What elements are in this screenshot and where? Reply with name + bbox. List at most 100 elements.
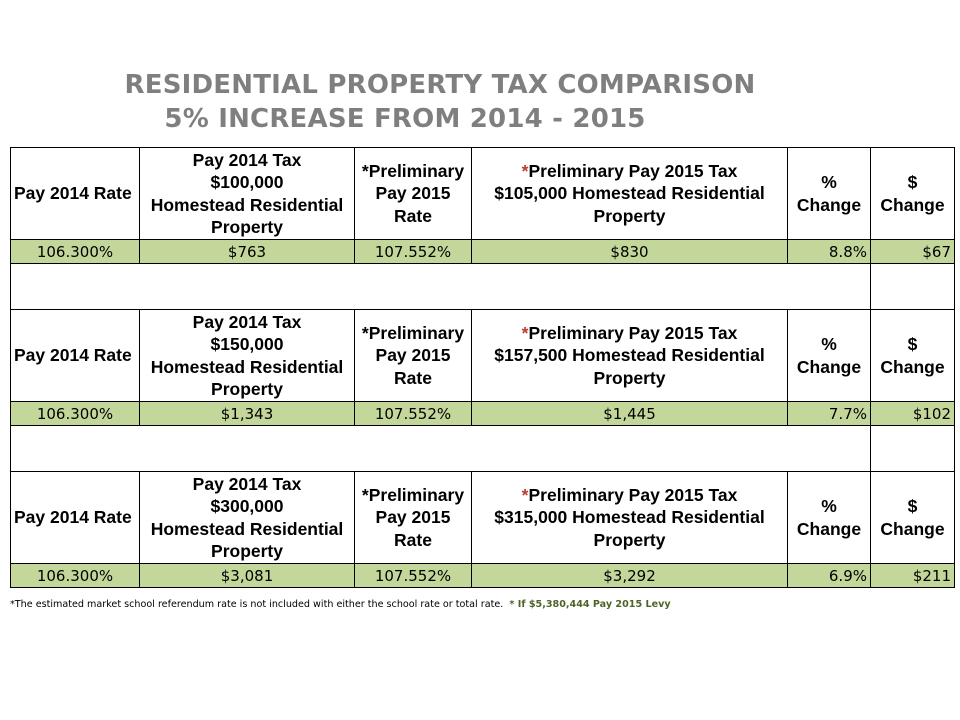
header-line: Pay 2015 <box>375 507 451 528</box>
header-line: *Preliminary Pay 2015 Tax <box>475 160 784 183</box>
header-line: Rate <box>394 205 432 226</box>
header-line-text: Preliminary Pay 2015 Tax <box>528 322 738 343</box>
header-line: Change <box>796 194 862 215</box>
header-dollar-change: $ Change <box>870 471 955 564</box>
header-pay-2014-tax: Pay 2014 Tax $100,000 Homestead Residentia… <box>139 147 355 240</box>
value-pay-2014-rate: 106.300% <box>10 563 140 588</box>
header-line: Pay 2015 <box>375 345 451 366</box>
header-line: $100,000 <box>210 172 284 192</box>
header-line: $ <box>907 334 918 354</box>
header-label: Pay 2014 Rate <box>14 183 132 204</box>
value-row: 106.300% $3,081 107.552% $3,292 6.9% $21… <box>10 563 955 588</box>
value-preliminary-tax: $1,445 <box>471 401 788 426</box>
header-line-text: $105,000 Homestead Residential <box>494 183 765 204</box>
value-pay-2014-rate: 106.300% <box>10 401 140 426</box>
asterisk-mark: * <box>521 322 529 343</box>
header-line: Property <box>475 529 784 552</box>
value-preliminary-tax: $3,292 <box>471 563 788 588</box>
header-line: *Preliminary <box>361 322 465 343</box>
asterisk-mark: * <box>521 160 529 181</box>
header-line: % <box>821 334 837 354</box>
header-line: Pay 2014 Tax <box>192 311 302 332</box>
spacer-cell <box>870 263 955 310</box>
header-line-text: Property <box>593 529 666 550</box>
value-row: 106.300% $763 107.552% $830 8.8% $67 <box>10 239 955 264</box>
value-preliminary-rate: 107.552% <box>354 563 472 588</box>
header-line: Property <box>211 217 283 237</box>
header-line: Property <box>475 205 784 228</box>
header-line: $ <box>907 496 918 516</box>
header-line: Homestead Residential <box>150 518 344 539</box>
header-preliminary-tax: *Preliminary Pay 2015 Tax $157,500 Homest… <box>471 309 788 402</box>
header-preliminary-rate: *Preliminary Pay 2015 Rate <box>354 147 472 240</box>
header-percent-change: % Change <box>787 147 871 240</box>
header-line: Pay 2015 <box>375 183 451 204</box>
header-line: Property <box>211 541 283 561</box>
value-preliminary-tax: $830 <box>471 239 788 264</box>
value-dollar-change: $211 <box>870 563 955 588</box>
header-line: *Preliminary <box>361 484 465 505</box>
header-line: Change <box>796 518 862 539</box>
header-label: Pay 2014 Rate <box>14 507 132 528</box>
value-preliminary-rate: 107.552% <box>354 239 472 264</box>
header-line: $ <box>907 172 918 192</box>
page-title-line-1: RESIDENTIAL PROPERTY TAX COMPARISON <box>124 70 756 100</box>
value-dollar-change: $102 <box>870 401 955 426</box>
header-line: Pay 2014 Tax <box>192 473 302 494</box>
value-row: 106.300% $1,343 107.552% $1,445 7.7% $10… <box>10 401 955 426</box>
header-pay-2014-tax: Pay 2014 Tax $300,000 Homestead Residentia… <box>139 471 355 564</box>
header-line: Rate <box>394 529 432 550</box>
header-line-text: Preliminary Pay 2015 Tax <box>528 484 738 505</box>
header-percent-change: % Change <box>787 471 871 564</box>
spacer-cell <box>10 425 871 472</box>
spacer-row <box>10 425 955 472</box>
header-line: % <box>821 172 837 192</box>
value-percent-change: 7.7% <box>787 401 871 426</box>
header-row: Pay 2014 Rate Pay 2014 Tax $150,000 Homest… <box>10 309 955 402</box>
header-line-text: Preliminary Pay 2015 Tax <box>528 160 738 181</box>
header-dollar-change: $ Change <box>870 147 955 240</box>
header-line: *Preliminary Pay 2015 Tax <box>475 322 784 345</box>
header-pay-2014-tax: Pay 2014 Tax $150,000 Homestead Residentia… <box>139 309 355 402</box>
header-preliminary-tax: *Preliminary Pay 2015 Tax $315,000 Homest… <box>471 471 788 564</box>
footnote-text: *The estimated market school referendum … <box>10 599 504 610</box>
header-line-text: Property <box>593 367 666 388</box>
header-line-text: $315,000 Homestead Residential <box>494 507 765 528</box>
header-pay-2014-rate: Pay 2014 Rate <box>10 471 140 564</box>
header-line: $315,000 Homestead Residential <box>475 506 784 529</box>
header-line: Change <box>796 356 862 377</box>
header-line: Property <box>211 379 283 399</box>
header-line: Homestead Residential <box>150 194 344 215</box>
header-preliminary-rate: *Preliminary Pay 2015 Rate <box>354 471 472 564</box>
header-preliminary-rate: *Preliminary Pay 2015 Rate <box>354 309 472 402</box>
header-line: $300,000 <box>210 496 284 516</box>
levy-note: * If $5,380,444 Pay 2015 Levy <box>509 599 671 610</box>
header-line: Homestead Residential <box>150 356 344 377</box>
header-line-text: $157,500 Homestead Residential <box>494 345 765 366</box>
spacer-row <box>10 263 955 310</box>
header-pay-2014-rate: Pay 2014 Rate <box>10 147 140 240</box>
asterisk-mark: * <box>521 484 529 505</box>
tax-comparison-table: Pay 2014 Rate Pay 2014 Tax $100,000 Homest… <box>10 147 955 588</box>
value-pay-2014-tax: $763 <box>139 239 355 264</box>
header-dollar-change: $ Change <box>870 309 955 402</box>
header-preliminary-tax: *Preliminary Pay 2015 Tax $105,000 Homest… <box>471 147 788 240</box>
header-row: Pay 2014 Rate Pay 2014 Tax $100,000 Homest… <box>10 147 955 240</box>
header-line: Change <box>880 518 945 539</box>
header-pay-2014-rate: Pay 2014 Rate <box>10 309 140 402</box>
value-pay-2014-tax: $3,081 <box>139 563 355 588</box>
value-pay-2014-rate: 106.300% <box>10 239 140 264</box>
header-line: *Preliminary <box>361 160 465 181</box>
footnote: *The estimated market school referendum … <box>10 599 671 610</box>
header-percent-change: % Change <box>787 309 871 402</box>
value-preliminary-rate: 107.552% <box>354 401 472 426</box>
spacer-cell <box>10 263 871 310</box>
header-line: $150,000 <box>210 334 284 354</box>
value-pay-2014-tax: $1,343 <box>139 401 355 426</box>
header-line: % <box>821 496 837 516</box>
header-line: Rate <box>394 367 432 388</box>
value-dollar-change: $67 <box>870 239 955 264</box>
page-title-line-2: 5% INCREASE FROM 2014 - 2015 <box>164 104 646 134</box>
header-line: $105,000 Homestead Residential <box>475 182 784 205</box>
header-line: Pay 2014 Tax <box>192 149 302 170</box>
